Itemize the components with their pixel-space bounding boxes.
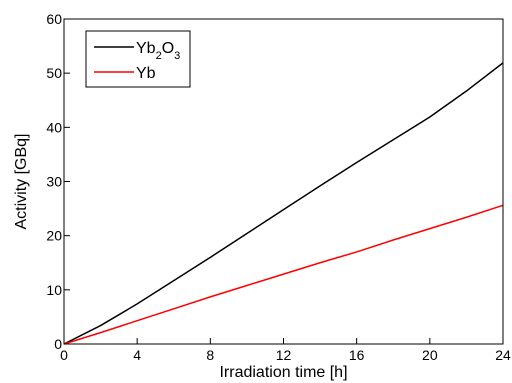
legend: Yb2O3 Yb xyxy=(85,30,191,88)
y-tick-label: 10 xyxy=(46,282,62,298)
series-layer xyxy=(63,62,504,345)
y-tick-label: 0 xyxy=(54,336,62,352)
x-tick-label: 16 xyxy=(349,347,365,363)
x-tick-label: 20 xyxy=(422,347,438,363)
y-tick-label: 30 xyxy=(46,174,62,190)
series-line-yb xyxy=(63,204,504,345)
x-tick-label: 0 xyxy=(60,347,68,363)
x-tick-label: 4 xyxy=(133,347,141,363)
x-axis-ticks: 0 4 8 12 16 20 24 xyxy=(60,338,511,363)
y-tick-label: 40 xyxy=(46,119,62,135)
x-axis-label: Irradiation time [h] xyxy=(219,364,347,381)
x-tick-label: 8 xyxy=(206,347,214,363)
legend-label-yb: Yb xyxy=(136,65,156,82)
x-tick-label: 24 xyxy=(495,347,511,363)
y-axis-label: Activity [GBq] xyxy=(13,133,30,229)
series-line-yb2o3 xyxy=(63,62,504,345)
y-axis-ticks: 0 10 20 30 40 50 60 xyxy=(46,11,70,352)
y-tick-label: 50 xyxy=(46,65,62,81)
y-tick-label: 20 xyxy=(46,228,62,244)
y-tick-label: 60 xyxy=(46,11,62,27)
x-tick-label: 12 xyxy=(276,347,292,363)
legend-label-yb2o3: Yb2O3 xyxy=(136,40,180,62)
legend-box xyxy=(85,30,191,88)
